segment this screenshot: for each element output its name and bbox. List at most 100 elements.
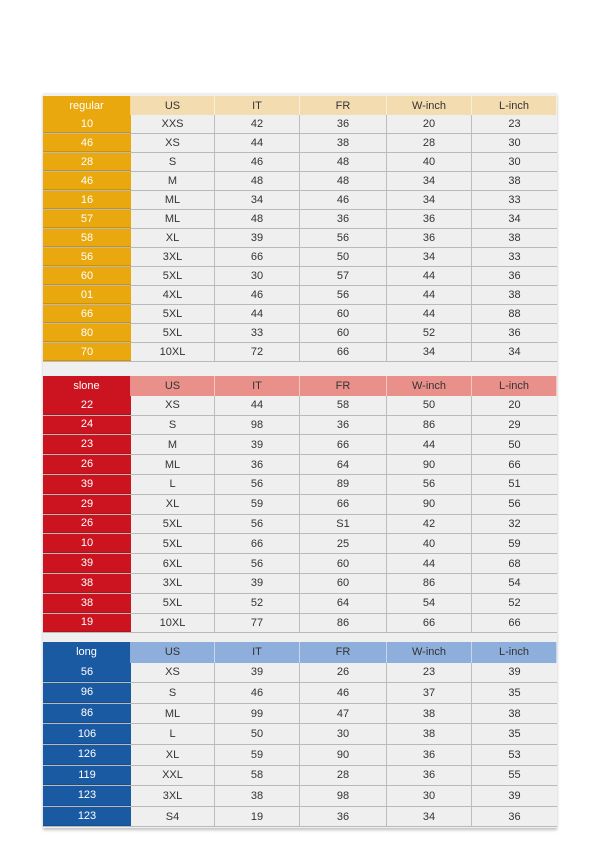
table-cell: 5XL [131, 534, 215, 554]
table-cell: 5XL [131, 514, 215, 534]
column-header: IT [215, 642, 300, 663]
row-label-cell: 10 [43, 115, 131, 133]
table-row: 70 10XL 72 66 34 34 [43, 343, 557, 362]
table-row: 56 3XL 66 50 34 33 [43, 248, 557, 267]
table-row: 39 6XL 56 60 44 68 [43, 554, 557, 574]
table-cell: 38 [215, 786, 300, 806]
table-cell: 34 [387, 806, 472, 827]
table-cell: 35 [508, 686, 521, 699]
table-cell: 56 [300, 229, 387, 247]
row-label-cell: 66 [43, 305, 131, 323]
table-cell: 48 [300, 153, 387, 171]
table-cell: 36 [387, 744, 472, 765]
table-cell: 98 [300, 786, 387, 806]
table-cell: 46 [215, 683, 300, 703]
table-cell: 90 [387, 494, 472, 514]
table-cell: 90 [387, 455, 472, 474]
row-label-cell: 10 [43, 534, 131, 554]
table-cell: 54 [508, 577, 521, 590]
table-cell: 6XL [131, 554, 215, 573]
table-cell: S [131, 683, 215, 703]
table-cell: 50 [387, 395, 472, 415]
table-cell: 58 [300, 395, 387, 415]
table-cell: 52 [508, 597, 521, 610]
table-cell: 30 [300, 724, 387, 744]
table-cell: 60 [300, 305, 387, 323]
table-cell: 64 [300, 455, 387, 474]
table-cell: 77 [215, 613, 300, 633]
column-header: IT [215, 376, 300, 396]
table-cell: 46 [215, 286, 300, 304]
table-cell: 46 [300, 683, 387, 703]
section-label: slone [43, 376, 131, 396]
table-cell: 47 [300, 703, 387, 724]
table-row: 01 4XL 46 56 44 38 [43, 286, 557, 305]
table-cell: 66 [508, 458, 521, 471]
table-cell: 50 [300, 248, 387, 266]
table-cell: 39 [215, 662, 300, 683]
column-header: L-inch [472, 96, 557, 115]
table-cell: 36 [387, 229, 472, 247]
table-cell: 5XL [131, 305, 215, 323]
table-cell: 72 [215, 343, 300, 361]
table-row: 24 S 98 36 86 29 [43, 415, 557, 436]
table-cell: 38 [387, 724, 472, 744]
table-cell: ML [131, 210, 215, 228]
table-row: 80 5XL 33 60 52 36 [43, 324, 557, 343]
table-cell: 36 [215, 455, 300, 474]
table-cell: 36 [387, 210, 472, 228]
table-cell: 99 [215, 703, 300, 724]
table-cell: 25 [300, 534, 387, 554]
table-cell: 36 [508, 270, 521, 282]
table-row: 126 XL 59 90 36 53 [43, 744, 557, 766]
table-cell: 56 [508, 498, 521, 511]
table-cell: 19 [215, 806, 300, 827]
table-cell: 33 [215, 324, 300, 342]
table-cell: 42 [387, 514, 472, 534]
table-cell: 34 [387, 343, 472, 361]
table-row: 39 L 56 89 56 51 [43, 474, 557, 495]
table-cell: 44 [387, 435, 472, 455]
table-cell: 59 [215, 744, 300, 765]
table-row: 22 XS 44 58 50 20 [43, 395, 557, 416]
table-cell: 34 [508, 346, 521, 358]
column-header: L-inch [472, 376, 557, 396]
table-header: regular US IT FR W-inch L-inch [43, 96, 557, 115]
table-row: 106 L 50 30 38 35 [43, 724, 557, 745]
table-cell: 51 [508, 478, 521, 491]
table-cell: 86 [387, 415, 472, 435]
table-cell: XXS [131, 115, 215, 133]
row-label-cell: 70 [43, 343, 131, 361]
table-cell: 23 [387, 662, 472, 683]
table-cell: 48 [215, 210, 300, 228]
table-cell: 66 [300, 494, 387, 514]
table-row: 123 3XL 38 98 30 39 [43, 786, 557, 807]
table-cell: 66 [215, 534, 300, 554]
table-cell: 38 [508, 175, 521, 187]
row-label-cell: 28 [43, 153, 131, 171]
section-label: regular [43, 96, 131, 115]
table-cell: 36 [300, 210, 387, 228]
table-cell: 66 [387, 613, 472, 633]
table-cell: 44 [387, 554, 472, 573]
table-cell: 53 [508, 748, 521, 761]
table-cell: 36 [508, 810, 521, 823]
table-row: 29 XL 59 66 90 56 [43, 494, 557, 515]
table-cell: 34 [215, 191, 300, 209]
row-label-cell: 123 [43, 786, 131, 806]
table-cell: 66 [508, 616, 521, 629]
table-cell: 4XL [131, 286, 215, 304]
row-label-cell: 39 [43, 554, 131, 573]
table-cell: 56 [387, 474, 472, 494]
table-cell: 44 [215, 134, 300, 152]
table-cell: 33 [508, 251, 521, 263]
row-label-cell: 38 [43, 593, 131, 613]
table-cell: 46 [300, 191, 387, 209]
table-cell: 20 [508, 399, 521, 412]
table-cell: 59 [508, 537, 521, 550]
table-row: 26 ML 36 64 90 66 [43, 455, 557, 475]
table-cell: 48 [300, 172, 387, 190]
table-cell: XL [131, 494, 215, 514]
table-row: 60 5XL 30 57 44 36 [43, 267, 557, 286]
column-header: US [131, 376, 215, 396]
